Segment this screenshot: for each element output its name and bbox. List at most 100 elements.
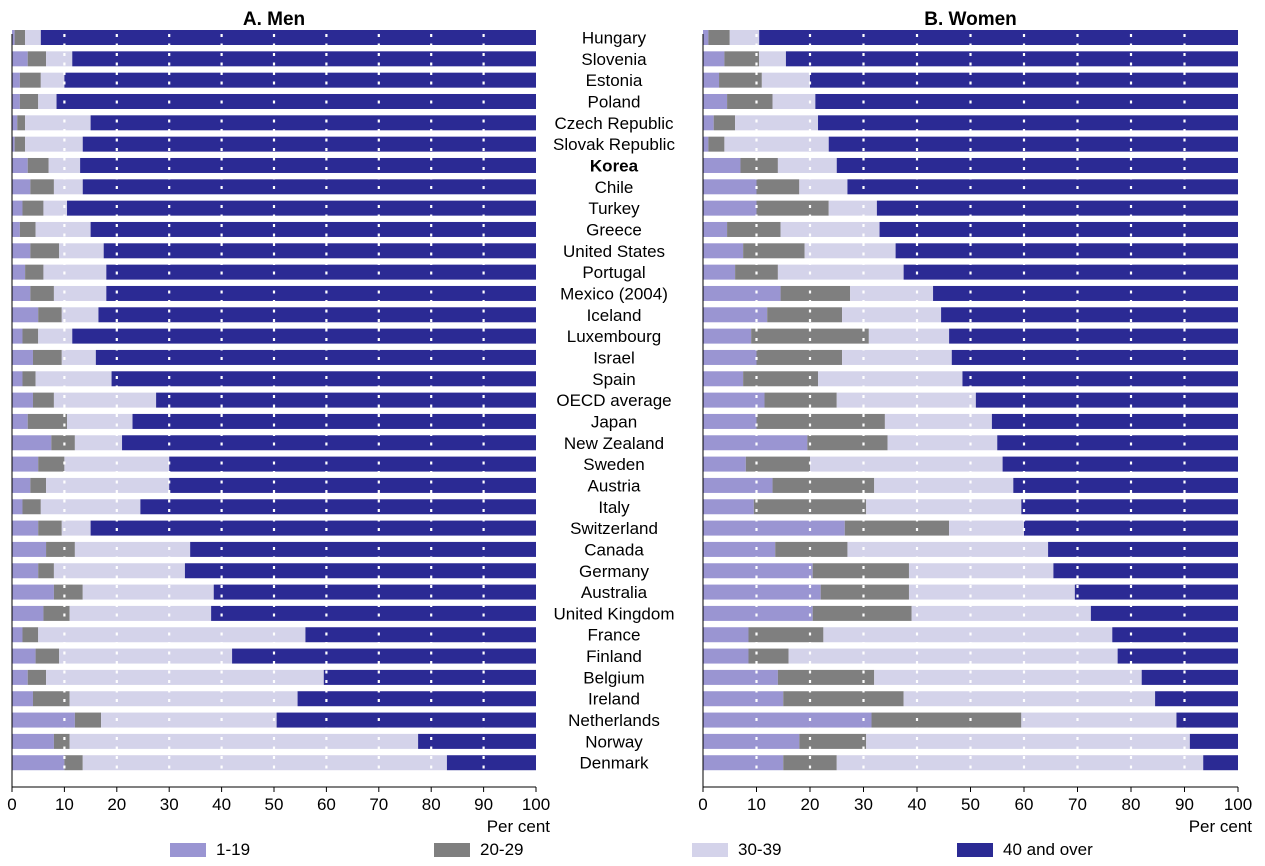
panel-1-bar-chile-1-19 — [12, 179, 31, 195]
panel-1-bar-new-zealand-30-39 — [74, 435, 123, 451]
panel-2-x-tick-label-0: 0 — [698, 795, 707, 814]
category-label-sweden: Sweden — [583, 455, 644, 474]
panel-2-x-tick-label-70: 70 — [1068, 795, 1087, 814]
panel-1-bar-estonia-30-39 — [40, 72, 65, 88]
panel-2-bar-mexico-2004-30-39 — [850, 285, 934, 301]
panel-1-bar-united-states-20-29 — [30, 243, 60, 259]
panel-2-bar-spain-30-39 — [818, 371, 963, 387]
category-label-norway: Norway — [585, 732, 643, 751]
panel-1-bar-greece-20-29 — [19, 221, 36, 237]
panel-2-bar-norway-30-39 — [866, 733, 1190, 749]
panel-1-bar-germany-20-29 — [38, 563, 54, 579]
panel-2-x-tick-label-100: 100 — [1224, 795, 1252, 814]
panel-2-bar-united-states-40-and-over — [895, 243, 1238, 259]
panel-1-bar-france-20-29 — [22, 627, 39, 643]
panel-1-bar-israel-1-19 — [12, 349, 33, 365]
panel-1-bar-united-kingdom-30-39 — [69, 605, 212, 621]
panel-1-bar-hungary-40-and-over — [40, 30, 536, 45]
panel-1-bar-italy-30-39 — [40, 499, 141, 515]
panel-1-bar-canada-20-29 — [46, 541, 75, 557]
panel-1-x-tick-label-80: 80 — [422, 795, 441, 814]
category-label-estonia: Estonia — [586, 71, 643, 90]
panel-2-bar-estonia-1-19 — [703, 72, 720, 88]
panel-2-bar-portugal-1-19 — [703, 264, 736, 280]
panel-1-bar-australia-1-19 — [12, 584, 54, 600]
panel-2-bar-slovak-republic-20-29 — [708, 136, 725, 152]
panel-2-bar-new-zealand-20-29 — [807, 435, 888, 451]
panel-2-bar-israel-1-19 — [703, 349, 757, 365]
panel-1-bar-slovenia-20-29 — [27, 51, 47, 67]
panel-2-bar-united-kingdom-40-and-over — [1090, 605, 1239, 621]
category-label-slovenia: Slovenia — [581, 50, 647, 69]
panel-1-bar-netherlands-20-29 — [74, 712, 102, 728]
panel-2-bar-poland-1-19 — [703, 93, 728, 109]
category-label-greece: Greece — [586, 220, 642, 239]
panel-1-x-tick-label-50: 50 — [265, 795, 284, 814]
category-label-czech-republic: Czech Republic — [554, 114, 674, 133]
panel-2-bar-slovak-republic-30-39 — [724, 136, 829, 152]
panel-1-bar-netherlands-40-and-over — [276, 712, 536, 728]
category-label-new-zealand: New Zealand — [564, 434, 664, 453]
panel-1-title: A. Men — [243, 9, 305, 30]
panel-1-bar-finland-20-29 — [35, 648, 60, 664]
category-label-united-kingdom: United Kingdom — [554, 604, 675, 623]
panel-1-bar-israel-40-and-over — [95, 349, 536, 365]
legend-swatch-40-and-over — [957, 843, 993, 857]
panel-1-bar-netherlands-30-39 — [101, 712, 277, 728]
panel-2-bar-germany-40-and-over — [1053, 563, 1238, 579]
panel-1-bar-italy-20-29 — [22, 499, 41, 515]
panel-2-bar-new-zealand-30-39 — [887, 435, 998, 451]
panel-1-bar-chile-40-and-over — [82, 179, 537, 195]
panel-1-bar-germany-1-19 — [12, 563, 39, 579]
panel-2-bar-sweden-20-29 — [745, 456, 810, 472]
panel-2-bar-united-kingdom-30-39 — [911, 605, 1091, 621]
panel-1-bar-poland-1-19 — [12, 93, 20, 109]
panel-1-bar-finland-40-and-over — [232, 648, 536, 664]
category-label-slovak-republic: Slovak Republic — [553, 135, 675, 154]
panel-2-bar-norway-20-29 — [799, 733, 867, 749]
panel-1-bar-turkey-30-39 — [43, 200, 68, 216]
panel-2-bar-united-kingdom-1-19 — [703, 605, 813, 621]
panel-1-bar-oecd-average-40-and-over — [156, 392, 536, 408]
panel-1-bar-luxembourg-40-and-over — [72, 328, 536, 344]
category-label-israel: Israel — [593, 348, 635, 367]
panel-2-bar-united-states-30-39 — [804, 243, 896, 259]
panel-2-bar-czech-republic-40-and-over — [818, 115, 1238, 131]
panel-2-bar-hungary-40-and-over — [759, 30, 1238, 45]
panel-2-bar-hungary-20-29 — [708, 30, 730, 45]
panel-2-bar-ireland-20-29 — [783, 691, 904, 707]
panel-2-bar-iceland-1-19 — [703, 307, 768, 323]
panel-1-x-tick-label-60: 60 — [317, 795, 336, 814]
category-label-united-states: United States — [563, 242, 665, 261]
panel-2-bar-japan-40-and-over — [991, 413, 1238, 429]
legend-label-40-and-over: 40 and over — [1003, 840, 1093, 859]
panel-1-bar-sweden-1-19 — [12, 456, 39, 472]
panel-1-bar-sweden-20-29 — [38, 456, 65, 472]
panel-1-bar-poland-20-29 — [19, 93, 39, 109]
panel-2-bar-austria-40-and-over — [1013, 477, 1238, 493]
panel-1-bar-czech-republic-1-19 — [12, 115, 18, 131]
panel-1-bar-israel-20-29 — [32, 349, 62, 365]
panel-2-bar-united-states-1-19 — [703, 243, 744, 259]
panel-1-bar-austria-1-19 — [12, 477, 31, 493]
panel-2-bar-mexico-2004-40-and-over — [933, 285, 1238, 301]
panel-1-bar-switzerland-30-39 — [61, 520, 91, 536]
panel-2-bar-slovenia-40-and-over — [785, 51, 1238, 67]
panel-2-x-tick-label-80: 80 — [1122, 795, 1141, 814]
panel-1-bar-switzerland-1-19 — [12, 520, 39, 536]
panel-1-bar-finland-30-39 — [59, 648, 233, 664]
panel-2-bar-norway-40-and-over — [1189, 733, 1238, 749]
panel-1-bar-japan-30-39 — [67, 413, 133, 429]
panel-1-bar-spain-40-and-over — [111, 371, 536, 387]
panel-1-bar-new-zealand-40-and-over — [122, 435, 536, 451]
panel-2-x-axis-label: Per cent — [1189, 817, 1253, 836]
panel-2-bar-sweden-40-and-over — [1002, 456, 1238, 472]
panel-1-bar-oecd-average-30-39 — [53, 392, 157, 408]
panel-1-bar-korea-30-39 — [48, 157, 81, 173]
panel-2-bar-denmark-30-39 — [836, 755, 1204, 771]
panel-1-bar-switzerland-20-29 — [38, 520, 62, 536]
panel-1-bar-estonia-1-19 — [12, 72, 20, 88]
panel-2-bar-canada-30-39 — [847, 541, 1049, 557]
panel-2-bar-netherlands-1-19 — [703, 712, 872, 728]
panel-1-bar-korea-40-and-over — [80, 157, 537, 173]
